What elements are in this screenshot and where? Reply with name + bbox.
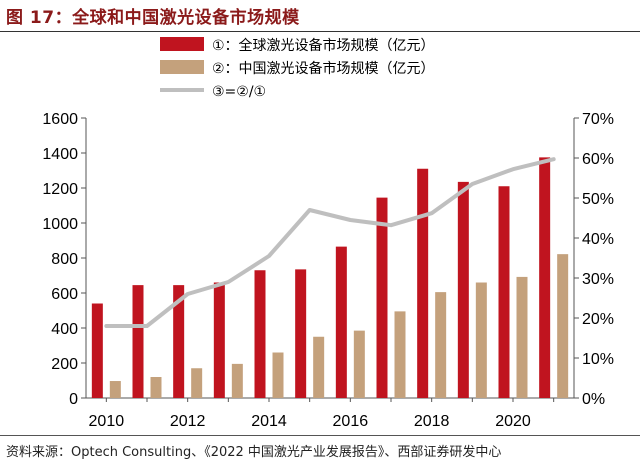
- bar-series-1: [498, 186, 510, 398]
- left-axis-tick-label: 400: [51, 321, 78, 338]
- bar-series-2: [557, 254, 569, 398]
- x-axis-tick-label: 2010: [89, 413, 125, 430]
- right-axis-tick-label: 70%: [582, 111, 614, 128]
- right-axis-tick-label: 40%: [582, 231, 614, 248]
- bar-series-2: [272, 352, 284, 398]
- legend-swatch-2: [160, 60, 204, 74]
- bar-series-1: [539, 157, 551, 398]
- bar-series-1: [376, 197, 388, 398]
- right-axis-tick-label: 30%: [582, 271, 614, 288]
- right-axis-tick-label: 0%: [582, 391, 605, 408]
- figure-title: 图 17：全球和中国激光设备市场规模: [6, 8, 300, 28]
- left-axis-tick-label: 1600: [42, 111, 78, 128]
- bar-series-1: [173, 285, 185, 398]
- bar-series-1: [254, 270, 266, 398]
- right-axis-tick-label: 50%: [582, 191, 614, 208]
- legend-label-3: ③=②/①: [212, 84, 266, 100]
- right-axis-tick-label: 20%: [582, 311, 614, 328]
- title-divider: [0, 31, 640, 32]
- legend-swatch-1: [160, 37, 204, 51]
- left-axis-tick-label: 600: [51, 286, 78, 303]
- x-axis-tick-label: 2018: [414, 413, 450, 430]
- bar-series-2: [231, 363, 243, 398]
- bar-series-1: [457, 181, 469, 398]
- left-axis-tick-label: 0: [69, 391, 78, 408]
- bar-series-2: [394, 311, 406, 398]
- bar-series-2: [150, 377, 162, 398]
- bar-series-2: [435, 292, 447, 398]
- left-axis-tick-label: 1000: [42, 216, 78, 233]
- bar-series-2: [191, 368, 203, 398]
- bar-series-1: [91, 303, 103, 398]
- bar-series-2: [109, 381, 121, 398]
- legend-label-1: ①：全球激光设备市场规模（亿元）: [212, 37, 435, 54]
- left-axis-tick-label: 800: [51, 251, 78, 268]
- ratio-line: [104, 157, 556, 328]
- x-axis-tick-label: 2016: [333, 413, 369, 430]
- bar-series-1: [417, 168, 429, 398]
- right-axis-tick-label: 10%: [582, 351, 614, 368]
- legend-label-2: ②：中国激光设备市场规模（亿元）: [212, 60, 435, 77]
- bar-series-1: [213, 282, 225, 398]
- x-axis-tick-label: 2020: [495, 413, 531, 430]
- right-axis-tick-label: 60%: [582, 151, 614, 168]
- left-axis-tick-label: 1200: [42, 181, 78, 198]
- bar-series-1: [335, 246, 347, 398]
- bar-series-1: [132, 285, 144, 398]
- source-note: 资料来源：Optech Consulting、《2022 中国激光产业发展报告》…: [6, 445, 502, 460]
- x-axis-tick-label: 2012: [170, 413, 206, 430]
- bar-series-2: [475, 282, 487, 398]
- bar-series-2: [313, 336, 325, 398]
- x-axis-tick-label: 2014: [251, 413, 287, 430]
- bar-series-2: [353, 330, 365, 398]
- left-axis-tick-label: 1400: [42, 146, 78, 163]
- source-divider: [0, 435, 640, 436]
- bar-series-2: [516, 276, 528, 398]
- left-axis-tick-label: 200: [51, 356, 78, 373]
- bar-series-1: [295, 269, 307, 398]
